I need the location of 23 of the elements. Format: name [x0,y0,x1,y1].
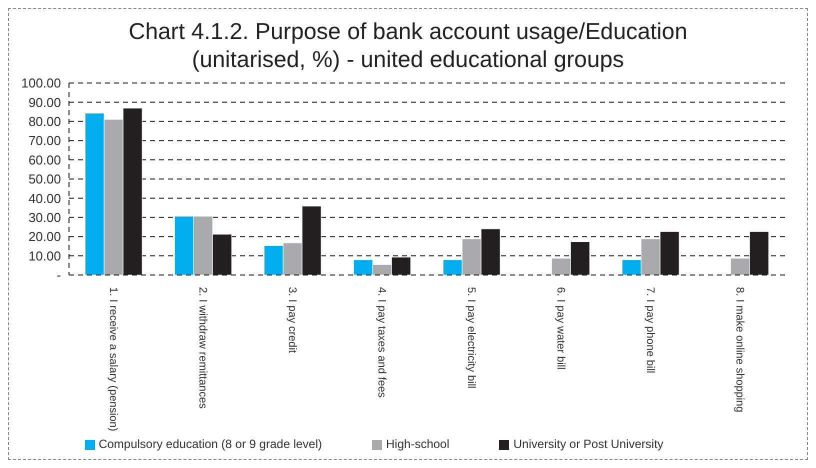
x-tick-label: 8. I make online shopping [733,287,746,412]
x-tick-label: 4. I pay taxes and fees [375,287,388,398]
x-tick-label: 7. I pay phone bill [644,287,656,374]
y-tick-label: 40.00 [28,190,61,206]
y-tick-label: 50.00 [28,172,61,187]
x-tick-label: 3. I pay credit [286,287,298,354]
y-tick-label: 60.00 [28,152,61,168]
y-tick-label: 80.00 [28,114,61,130]
y-tick-label: 10.00 [28,248,61,264]
chart-title: Chart 4.1.2. Purpose of bank account usage/Education (unitarised, %) - united educational groups [128,17,688,73]
legend-label: High-school [386,437,450,451]
x-tick-label: 6. I pay water bill [554,287,566,370]
x-tick-label: 1. I receive a salary (pension) [106,287,119,432]
x-tick-label: 2. I withdraw remittances [196,287,208,410]
y-tick-label: - [56,268,61,283]
legend-label: Compulsory education (8 or 9 grade level) [98,437,322,451]
y-tick-label: 100.00 [21,76,61,91]
y-tick-label: 20.00 [28,229,61,244]
legend-label: University or Post University [513,437,664,451]
y-tick-label: 70.00 [28,133,61,148]
x-tick-label: 5. I pay electricity bill [464,287,477,388]
y-tick-label: 90.00 [28,94,61,110]
y-tick-label: 30.00 [28,210,61,226]
